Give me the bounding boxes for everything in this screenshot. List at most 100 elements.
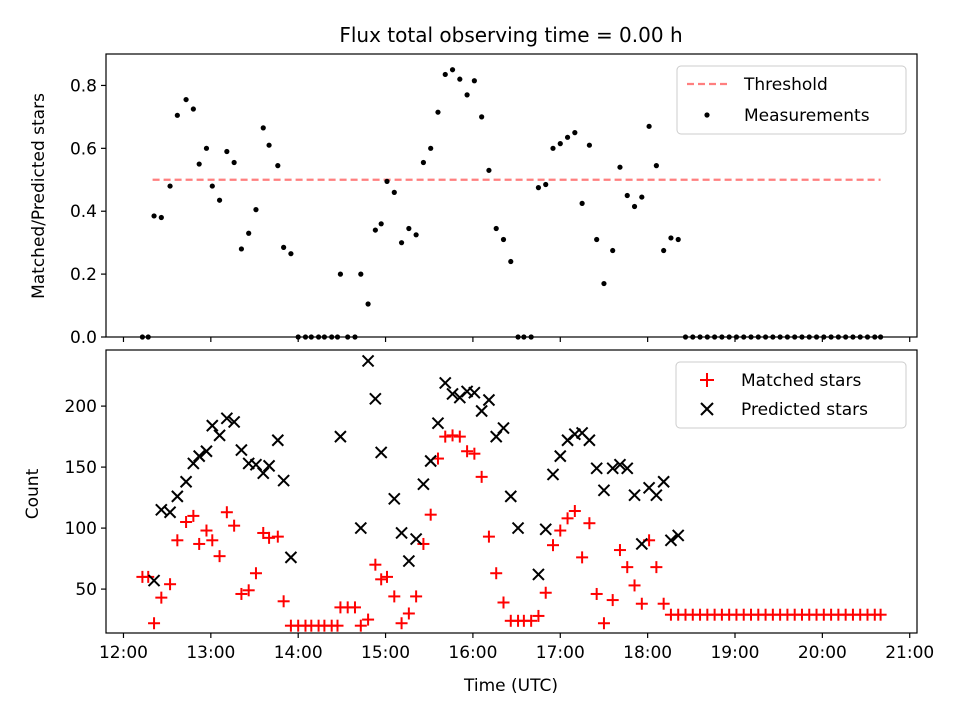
matched-star-point <box>142 570 155 583</box>
bottom-axes-frame <box>105 349 918 634</box>
measurement-point <box>572 130 578 136</box>
matched-star-point <box>482 530 495 543</box>
matched-star-point <box>354 619 367 632</box>
measurement-point <box>158 214 164 221</box>
predicted-star-point <box>497 421 510 435</box>
matched-star-point <box>180 515 193 528</box>
x-tick-label: 13:00 <box>186 643 235 663</box>
matched-star-point <box>277 595 290 608</box>
predicted-star-point <box>334 430 347 443</box>
measurement-point <box>266 142 272 148</box>
measurement-point <box>631 203 638 210</box>
measurement-point <box>646 123 652 129</box>
measurement-point <box>209 183 215 189</box>
predicted-star-point <box>361 354 375 368</box>
measurement-point <box>586 142 592 148</box>
predicted-star-point <box>439 376 452 390</box>
x-tick-label: 18:00 <box>623 643 672 663</box>
legend-measurements-swatch <box>704 112 710 118</box>
matched-star-point <box>148 617 161 630</box>
measurement-point <box>508 258 514 265</box>
measurement-point <box>535 185 542 191</box>
matched-star-point <box>417 537 430 550</box>
measurement-point <box>413 232 419 238</box>
predicted-star-point <box>583 434 596 447</box>
x-tick-label: 16:00 <box>448 643 497 663</box>
top-legend: Threshold Measurements <box>676 65 907 135</box>
measurement-point <box>406 225 412 232</box>
matched-star-point <box>171 534 184 547</box>
legend-measurements-label: Measurements <box>744 106 870 126</box>
matched-star-point <box>490 567 503 580</box>
measurement-point <box>617 164 623 170</box>
top-y-tick-label: 0.4 <box>70 202 97 222</box>
predicted-star-point <box>374 446 388 459</box>
matched-star-point <box>271 530 284 543</box>
predicted-star-point <box>235 443 248 457</box>
bottom-y-axis-label: Count <box>23 468 43 519</box>
measurement-point <box>435 109 441 115</box>
predicted-star-point <box>395 526 408 540</box>
measurement-point <box>420 159 427 166</box>
matched-star-point <box>375 573 388 586</box>
predicted-star-point <box>590 462 603 475</box>
matched-star-point <box>187 509 200 522</box>
matched-star-point <box>220 506 233 519</box>
matched-star-point <box>395 617 408 630</box>
matched-star-point <box>362 613 375 626</box>
measurement-point <box>384 178 390 184</box>
predicted-star-point <box>597 484 611 497</box>
measurement-point <box>464 92 470 98</box>
measurement-point <box>275 163 281 169</box>
top-y-tick-label: 0.6 <box>70 139 97 159</box>
predicted-star-point <box>417 477 430 491</box>
matched-star-point <box>621 561 634 574</box>
matched-star-point <box>369 558 382 571</box>
predicted-star-point <box>504 490 517 503</box>
top-y-tick-label: 0.8 <box>70 76 97 96</box>
measurement-point <box>183 96 189 103</box>
predicted-star-point <box>475 404 488 418</box>
predicted-star-point <box>468 386 481 399</box>
bottom-y-tick-label: 200 <box>65 397 97 417</box>
bottom-axes: 12:00 13:00 14:00 15:00 16:00 17:00 18:00 19:00… <box>65 397 935 663</box>
matched-star-point <box>446 429 459 442</box>
bottom-legend: Matched stars Predicted stars <box>675 361 907 429</box>
matched-star-point <box>249 567 262 580</box>
measurement-point <box>543 181 549 188</box>
predicted-star-point <box>179 475 193 488</box>
measurement-point <box>457 76 463 82</box>
top-y-axis-label: Matched/Predicted stars <box>29 93 49 299</box>
measurement-point <box>661 247 667 254</box>
measurement-point <box>190 106 196 112</box>
matched-star-point <box>263 531 276 544</box>
x-tick-label: 17:00 <box>536 643 585 663</box>
matched-star-point <box>200 524 213 537</box>
measurement-point <box>639 194 645 200</box>
matched-star-point <box>606 594 619 607</box>
predicted-star-point <box>482 393 496 407</box>
matched-star-point <box>650 561 663 574</box>
matched-star-point <box>583 517 596 530</box>
measurement-point <box>653 163 659 169</box>
measurement-point <box>550 145 556 151</box>
matched-star-point <box>635 597 648 610</box>
predicted-star-point <box>284 551 298 564</box>
measurement-point <box>500 236 507 243</box>
matched-star-point <box>468 447 481 460</box>
bottom-y-tick-label: 100 <box>65 519 97 539</box>
predicted-star-point <box>546 468 560 481</box>
measurement-point <box>372 227 378 233</box>
matched-star-point <box>206 534 219 547</box>
predicted-star-point <box>446 387 459 401</box>
matched-star-point <box>410 590 423 603</box>
matched-star-point <box>874 608 887 621</box>
matched-star-point <box>164 578 177 591</box>
matched-star-point <box>193 537 206 550</box>
measurement-point <box>216 197 223 203</box>
measurement-point <box>479 114 485 120</box>
matched-star-point <box>628 579 641 592</box>
predicted-star-point <box>554 449 567 463</box>
matched-star-point <box>439 430 452 443</box>
